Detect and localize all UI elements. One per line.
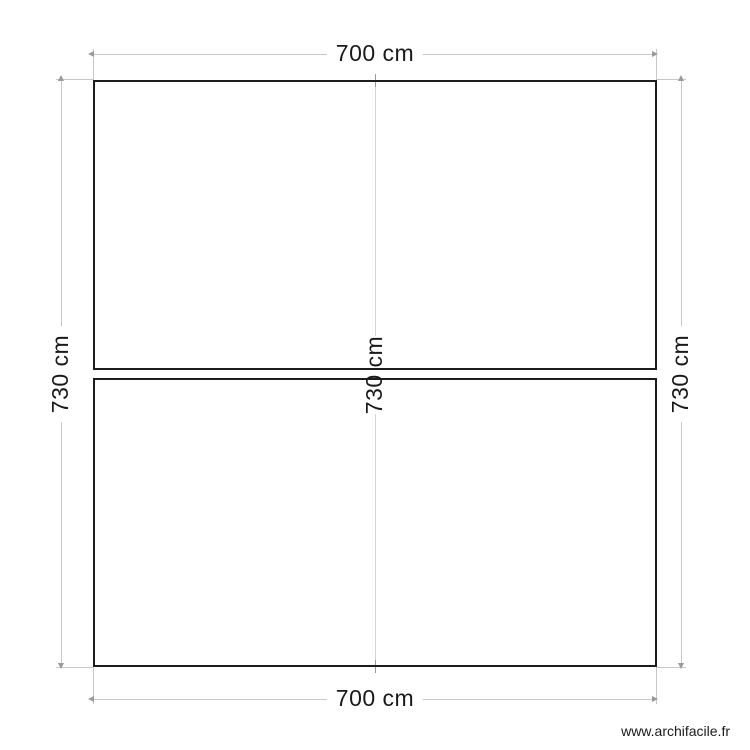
dimension-arrow-top-right: [652, 51, 658, 57]
dimension-arrow-top-left: [88, 51, 94, 57]
watermark-link[interactable]: www.archifacile.fr: [621, 723, 730, 739]
extension-line-top-right: [656, 49, 657, 80]
dimension-arrow-right-bottom: [678, 663, 684, 669]
extension-line-right-bottom: [657, 667, 686, 668]
dimension-arrow-left-top: [58, 75, 64, 81]
dimension-label-top: 700 cm: [326, 40, 424, 68]
extension-line-top-left: [93, 49, 94, 80]
extension-line-right-top: [657, 79, 686, 80]
dimension-arrow-left-bottom: [58, 663, 64, 669]
dimension-arrow-bottom-right: [652, 696, 658, 702]
dimension-label-middle: 730 cm: [361, 335, 388, 415]
room-divider-line-upper: [375, 83, 376, 336]
dimension-label-left: 730 cm: [47, 325, 75, 423]
dimension-arrow-right-top: [678, 75, 684, 81]
extension-line-left-top: [56, 79, 93, 80]
extension-line-left-bottom: [56, 667, 93, 668]
extension-line-bottom-right: [656, 667, 657, 704]
interior-wall: [93, 368, 657, 380]
room-divider-line-lower: [375, 414, 376, 665]
extension-line-bottom-left: [93, 667, 94, 704]
dimension-label-right: 730 cm: [667, 325, 695, 423]
dimension-label-bottom: 700 cm: [326, 685, 424, 713]
dimension-arrow-bottom-left: [88, 696, 94, 702]
